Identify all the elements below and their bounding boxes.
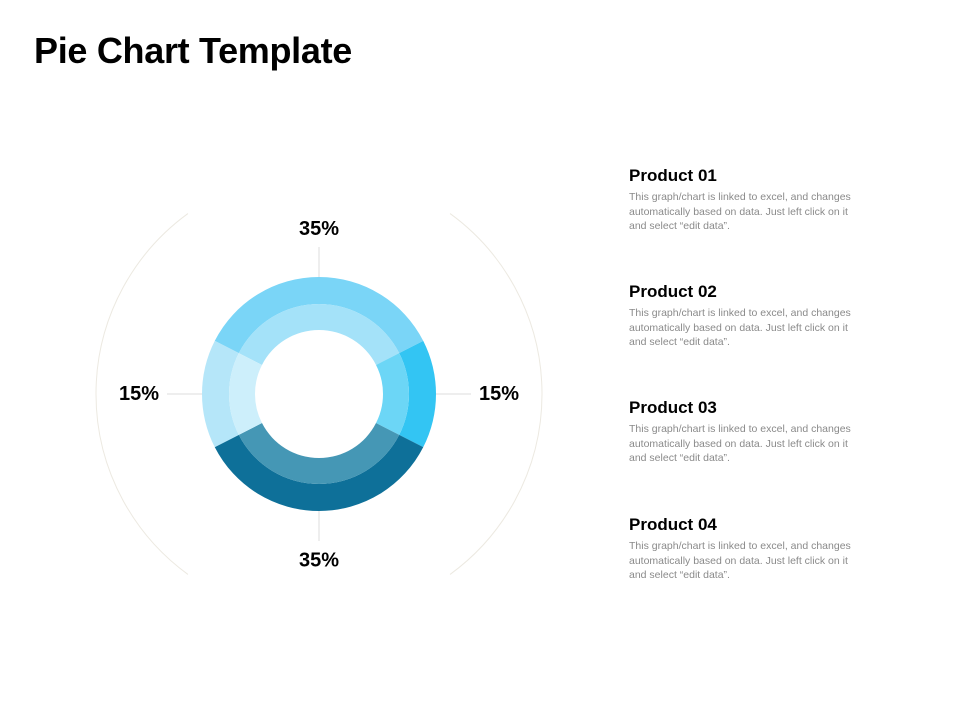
page-title: Pie Chart Template — [34, 30, 353, 71]
pie-slice-inner — [238, 304, 400, 365]
data-label: 35% — [299, 218, 339, 240]
legend-item-product-03: Product 03 This graph/chart is linked to… — [629, 398, 879, 466]
chart-decor — [95, 213, 543, 575]
pie-slice — [214, 277, 424, 354]
pie-slice-inner — [238, 423, 400, 484]
pie-slice — [214, 434, 424, 511]
chart-slices — [202, 277, 437, 511]
legend-item-product-02: Product 02 This graph/chart is linked to… — [629, 282, 879, 350]
data-label: 15% — [119, 383, 159, 405]
legend-description: This graph/chart is linked to excel, and… — [629, 191, 851, 232]
legend-description: This graph/chart is linked to excel, and… — [629, 307, 851, 348]
chart-labels: 35% 15% 35% 15% — [119, 218, 519, 572]
pie-slice — [202, 340, 239, 448]
decor-arc — [449, 213, 543, 575]
pie-slice — [399, 340, 437, 448]
pie-slice-inner — [229, 353, 262, 435]
legend-title: Product 02 — [629, 282, 717, 301]
legend-item-product-04: Product 04 This graph/chart is linked to… — [629, 515, 879, 583]
legend-title: Product 03 — [629, 398, 717, 417]
legend-description: This graph/chart is linked to excel, and… — [629, 540, 851, 581]
pie-slice-inner — [376, 353, 409, 435]
legend-title: Product 01 — [629, 166, 717, 185]
data-label: 15% — [479, 383, 519, 405]
decor-arc — [95, 213, 189, 575]
legend-item-product-01: Product 01 This graph/chart is linked to… — [629, 166, 879, 234]
data-label: 35% — [299, 550, 339, 572]
legend-title: Product 04 — [629, 515, 717, 534]
legend-description: This graph/chart is linked to excel, and… — [629, 423, 851, 464]
